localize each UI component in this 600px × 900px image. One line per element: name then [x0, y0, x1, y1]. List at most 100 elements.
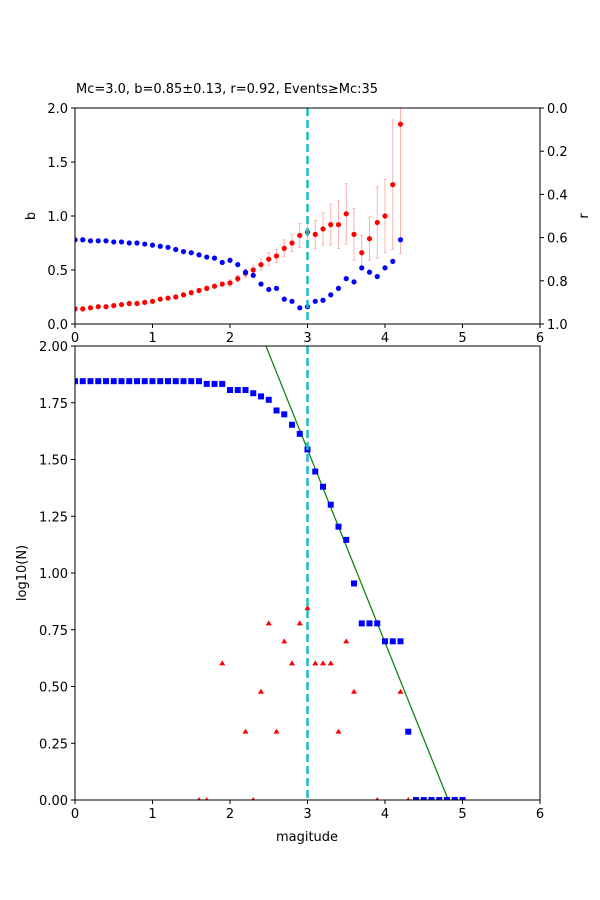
b-point — [359, 250, 365, 256]
y2-tick-label: 0.4 — [547, 188, 568, 203]
cumulative-point — [265, 396, 272, 403]
cumulative-point — [420, 797, 427, 800]
x-tick-label: 4 — [381, 807, 389, 822]
r-point — [297, 305, 303, 311]
axes-frame — [74, 345, 541, 801]
cumulative-point — [149, 378, 156, 385]
r-point — [134, 240, 140, 246]
cumulative-point — [87, 378, 94, 385]
b-point — [111, 303, 117, 309]
cumulative-point — [180, 378, 187, 385]
r-point — [351, 279, 357, 285]
fit-line — [265, 346, 449, 800]
b-point — [126, 300, 132, 307]
b-point — [343, 211, 349, 217]
x-tick-label: 3 — [303, 331, 311, 346]
r-point — [118, 239, 125, 245]
non-cumulative-point — [219, 660, 226, 666]
y-tick-label: 1.50 — [39, 454, 68, 469]
cumulative-point — [234, 387, 241, 394]
cumulative-point — [444, 797, 450, 800]
cumulative-point — [227, 387, 233, 394]
r-point — [80, 237, 86, 243]
x-tick-label: 6 — [536, 331, 544, 346]
cumulative-point — [397, 638, 404, 645]
cumulative-point — [358, 620, 365, 627]
x-tick-label: 2 — [226, 331, 234, 346]
x-tick-label: 1 — [148, 331, 156, 346]
r-point — [219, 259, 225, 266]
non-cumulative-point — [375, 797, 380, 800]
cumulative-point — [79, 378, 86, 385]
cumulative-point — [320, 483, 326, 490]
cumulative-point — [95, 378, 102, 385]
r-point — [281, 296, 287, 302]
non-cumulative-point — [327, 660, 334, 666]
non-cumulative-point — [289, 660, 295, 666]
r-point — [273, 285, 280, 291]
non-cumulative-point — [343, 638, 350, 644]
cumulative-point — [126, 378, 133, 385]
non-cumulative-point — [335, 728, 342, 734]
non-cumulative-point — [242, 728, 249, 734]
r-point — [366, 269, 373, 275]
b-point — [328, 222, 334, 228]
y-tick-label: 0.25 — [39, 737, 68, 752]
r-point — [75, 237, 78, 243]
r-point — [211, 255, 218, 261]
b-point — [157, 296, 163, 302]
x-tick-label: 5 — [458, 807, 466, 822]
y2-tick-label: 0.0 — [547, 102, 568, 117]
b-point — [258, 262, 264, 268]
b-point — [173, 294, 179, 300]
b-point — [320, 226, 326, 232]
r-point — [328, 292, 334, 298]
r-point — [359, 265, 365, 271]
cumulative-point — [312, 468, 319, 475]
non-cumulative-point — [281, 638, 288, 644]
cumulative-point — [118, 378, 125, 385]
x-tick-label: 2 — [226, 807, 234, 822]
r-point — [343, 276, 349, 282]
b-point — [390, 182, 396, 188]
x-tick-label: 0 — [71, 331, 79, 346]
non-cumulative-point — [273, 728, 280, 734]
r-point — [157, 243, 163, 249]
non-cumulative-point — [312, 660, 319, 666]
r-point — [142, 241, 148, 247]
b-point — [80, 306, 86, 312]
y-tick-label: 0.75 — [39, 624, 68, 639]
cumulative-point — [103, 378, 109, 385]
x-tick-label: 4 — [381, 331, 389, 346]
x-tick-label: 3 — [303, 807, 311, 822]
b-point — [211, 283, 218, 289]
cumulative-point — [157, 378, 164, 385]
r-point — [266, 286, 272, 293]
b-r-chart: 0 1 2 3 4 5 6 0.0 0.5 1.0 1.5 2.0 0.0 0.2 0.4 0.6 0.8 1.0 — [47, 102, 568, 346]
plot-area — [75, 346, 466, 800]
non-cumulative-point — [406, 797, 411, 800]
cumulative-point — [428, 797, 435, 800]
y2-tick-label: 1.0 — [547, 318, 568, 333]
non-cumulative-point — [304, 605, 311, 611]
axes-frame — [74, 107, 541, 325]
r-point — [242, 269, 249, 275]
top-chart-title: Mc=3.0, b=0.85±0.13, r=0.92, Events≥Mc:3… — [76, 82, 378, 97]
cumulative-point — [110, 378, 117, 385]
b-point — [335, 222, 342, 228]
r-point — [95, 238, 101, 244]
bottom-y-label: log10(N) — [15, 545, 30, 601]
b-point — [188, 290, 194, 296]
b-point — [75, 306, 78, 312]
cumulative-point — [343, 536, 350, 543]
non-cumulative-point — [197, 797, 201, 800]
x-tick-label: 0 — [71, 807, 79, 822]
r-point — [103, 238, 109, 244]
cumulative-point — [366, 620, 373, 627]
r-point — [111, 239, 117, 245]
non-cumulative-point — [351, 688, 357, 694]
b-point — [297, 232, 303, 239]
cumulative-point — [141, 378, 148, 385]
cumulative-point — [242, 387, 249, 394]
b-point — [382, 213, 388, 219]
